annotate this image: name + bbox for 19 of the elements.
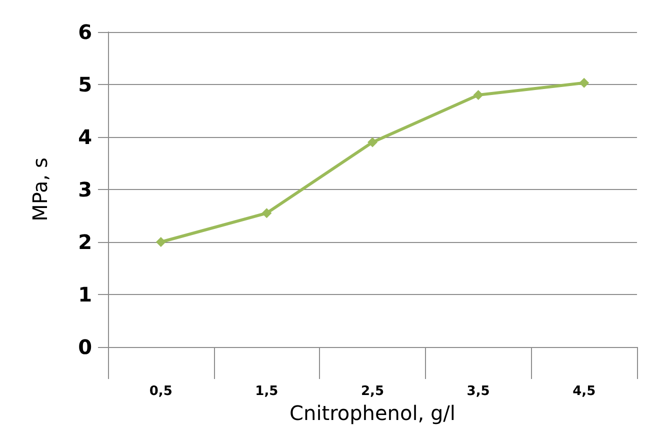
y-tick-label: 4	[78, 125, 92, 149]
point	[262, 208, 272, 218]
x-tick-label: 1,5	[255, 384, 278, 399]
x-tick-label: 3,5	[466, 384, 490, 399]
x-tick-label: 2,5	[360, 384, 384, 399]
y-axis-title: MPa, s	[28, 158, 52, 222]
y-tick-label: 5	[78, 72, 92, 96]
point	[579, 78, 590, 88]
x-tick-label: 4,5	[572, 384, 596, 399]
y-tick-label: 6	[78, 20, 92, 44]
point	[473, 90, 484, 100]
y-tick-label: 0	[78, 335, 92, 359]
x-tick-label: 0,5	[149, 384, 172, 399]
point	[368, 137, 378, 148]
point	[156, 237, 166, 247]
y-tick-label: 3	[78, 178, 92, 202]
y-tick-label: 1	[78, 282, 92, 306]
y-tick-label: 2	[78, 230, 92, 254]
x-axis-title: Cnitrophenol, g/l	[290, 401, 456, 425]
